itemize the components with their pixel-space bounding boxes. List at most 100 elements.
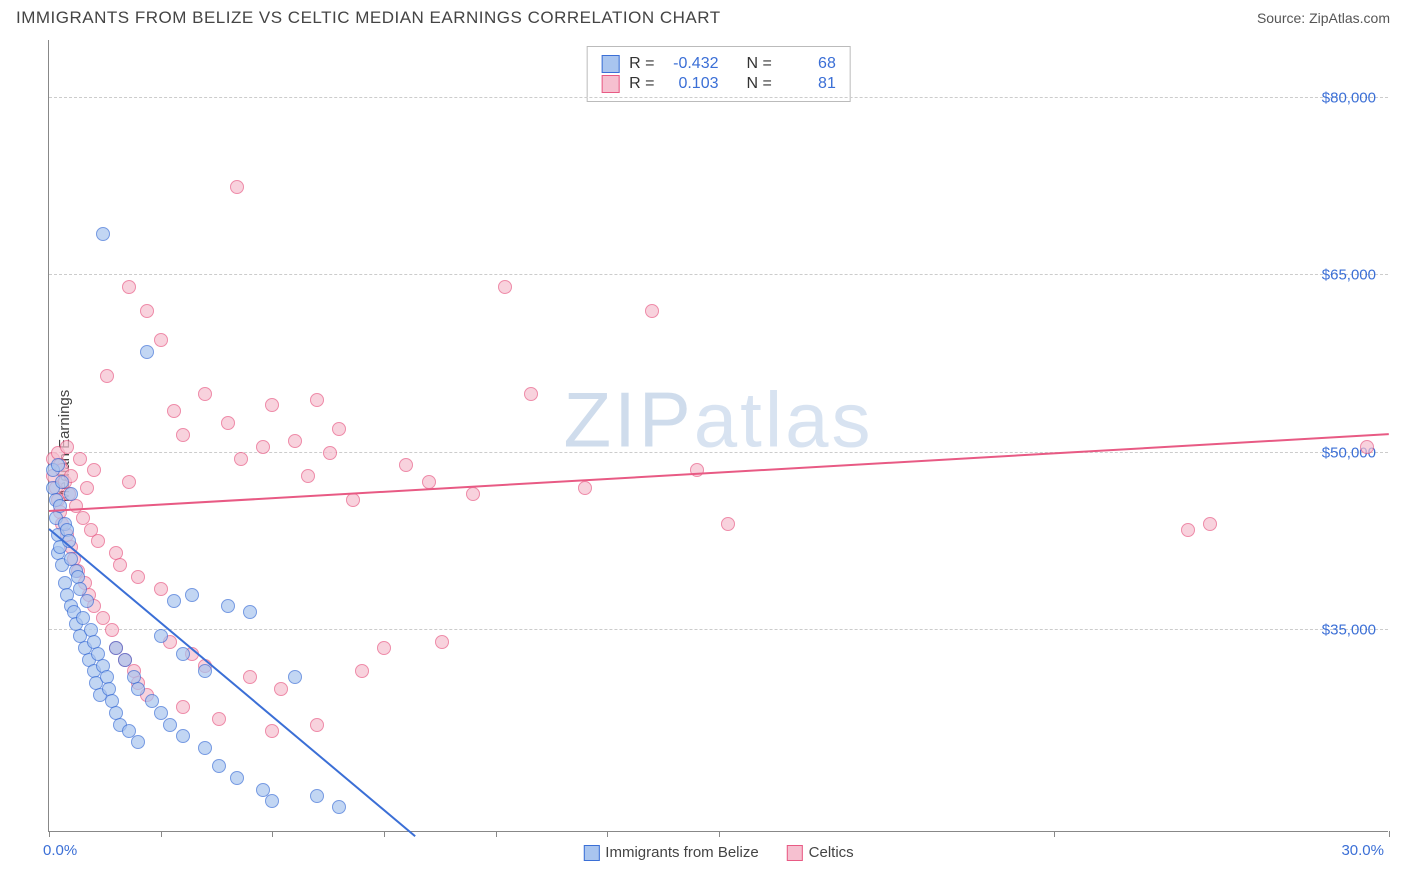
correlation-stats-box: R = -0.432 N = 68 R = 0.103 N = 81 [586, 46, 851, 102]
data-point [60, 440, 74, 454]
swatch-series2 [601, 75, 619, 93]
n-value-1: 68 [782, 55, 836, 73]
data-point [265, 794, 279, 808]
stats-row-series2: R = 0.103 N = 81 [601, 75, 836, 93]
data-point [1360, 440, 1374, 454]
data-point [288, 434, 302, 448]
watermark-part1: ZIP [563, 375, 693, 463]
data-point [265, 398, 279, 412]
data-point [176, 700, 190, 714]
data-point [721, 517, 735, 531]
data-point [221, 416, 235, 430]
data-point [310, 718, 324, 732]
data-point [167, 404, 181, 418]
gridline-h [49, 452, 1388, 453]
data-point [64, 487, 78, 501]
data-point [176, 647, 190, 661]
legend-item-1: Immigrants from Belize [583, 844, 758, 861]
data-point [301, 469, 315, 483]
watermark-part2: atlas [694, 375, 874, 463]
data-point [310, 393, 324, 407]
x-tick [1054, 831, 1055, 837]
data-point [140, 345, 154, 359]
data-point [198, 387, 212, 401]
data-point [198, 741, 212, 755]
gridline-h [49, 274, 1388, 275]
data-point [332, 422, 346, 436]
gridline-h [49, 97, 1388, 98]
data-point [176, 729, 190, 743]
data-point [265, 724, 279, 738]
data-point [230, 180, 244, 194]
data-point [185, 588, 199, 602]
x-tick [1389, 831, 1390, 837]
legend-label-2: Celtics [809, 844, 854, 861]
data-point [100, 369, 114, 383]
data-point [399, 458, 413, 472]
data-point [310, 789, 324, 803]
n-label-1: N = [747, 55, 772, 73]
data-point [243, 605, 257, 619]
data-point [212, 712, 226, 726]
source-value: ZipAtlas.com [1309, 10, 1390, 26]
data-point [122, 280, 136, 294]
data-point [690, 463, 704, 477]
r-value-2: 0.103 [665, 75, 719, 93]
gridline-h [49, 629, 1388, 630]
x-tick [272, 831, 273, 837]
data-point [163, 718, 177, 732]
y-tick-label: $80,000 [1322, 90, 1376, 107]
data-point [73, 452, 87, 466]
x-tick [719, 831, 720, 837]
legend-swatch-2 [787, 845, 803, 861]
r-label-2: R = [629, 75, 654, 93]
data-point [234, 452, 248, 466]
chart-header: IMMIGRANTS FROM BELIZE VS CELTIC MEDIAN … [0, 0, 1406, 32]
data-point [122, 475, 136, 489]
data-point [578, 481, 592, 495]
data-point [645, 304, 659, 318]
data-point [435, 635, 449, 649]
data-point [466, 487, 480, 501]
data-point [91, 534, 105, 548]
data-point [131, 682, 145, 696]
x-tick [607, 831, 608, 837]
data-point [1203, 517, 1217, 531]
y-tick-label: $35,000 [1322, 622, 1376, 639]
data-point [105, 623, 119, 637]
data-point [288, 670, 302, 684]
data-point [80, 594, 94, 608]
data-point [1181, 523, 1195, 537]
trend-line [49, 433, 1389, 512]
scatter-chart: ZIPatlas R = -0.432 N = 68 R = 0.103 N =… [48, 40, 1388, 832]
data-point [80, 481, 94, 495]
data-point [256, 440, 270, 454]
x-tick [384, 831, 385, 837]
data-point [221, 599, 235, 613]
r-value-1: -0.432 [665, 55, 719, 73]
data-point [498, 280, 512, 294]
n-value-2: 81 [782, 75, 836, 93]
data-point [274, 682, 288, 696]
data-point [154, 629, 168, 643]
data-point [346, 493, 360, 507]
swatch-series1 [601, 55, 619, 73]
data-point [230, 771, 244, 785]
chart-source: Source: ZipAtlas.com [1257, 10, 1390, 26]
x-axis-max-label: 30.0% [1341, 842, 1384, 859]
data-point [176, 428, 190, 442]
data-point [154, 582, 168, 596]
data-point [332, 800, 346, 814]
x-axis-min-label: 0.0% [43, 842, 77, 859]
bottom-legend: Immigrants from Belize Celtics [583, 844, 853, 861]
data-point [212, 759, 226, 773]
data-point [51, 458, 65, 472]
x-tick [161, 831, 162, 837]
data-point [167, 594, 181, 608]
chart-title: IMMIGRANTS FROM BELIZE VS CELTIC MEDIAN … [16, 8, 721, 28]
legend-label-1: Immigrants from Belize [605, 844, 758, 861]
data-point [524, 387, 538, 401]
data-point [87, 463, 101, 477]
source-label: Source: [1257, 10, 1309, 26]
data-point [323, 446, 337, 460]
